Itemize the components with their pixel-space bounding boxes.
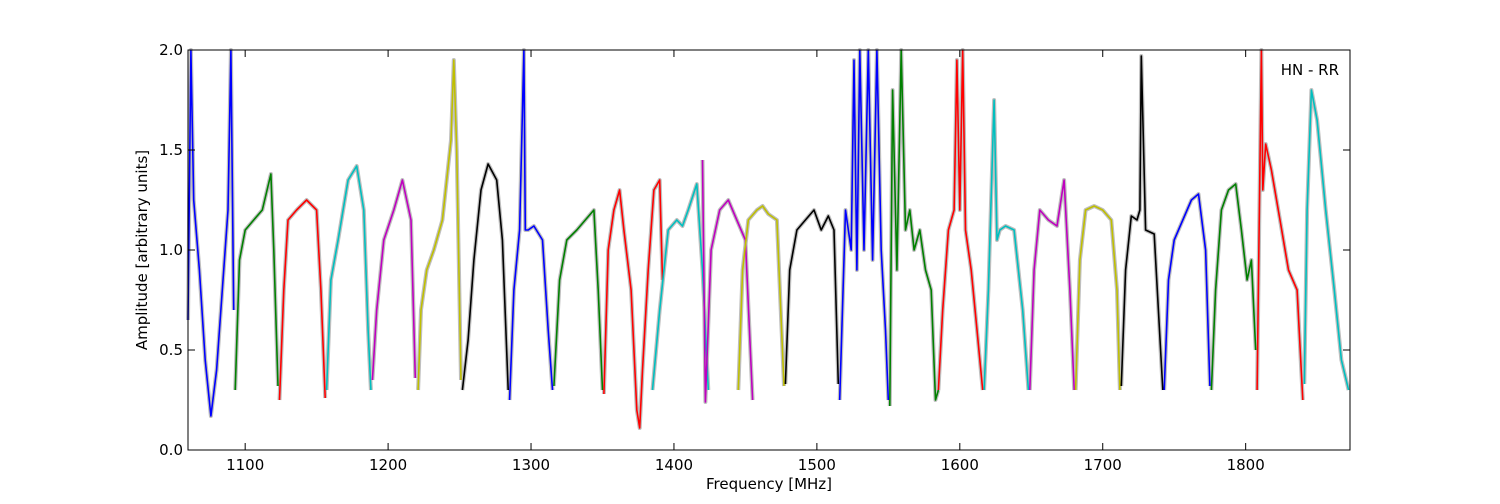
series-line-5 xyxy=(371,179,417,381)
x-tick-label: 1200 xyxy=(369,456,407,474)
series-line-2 xyxy=(234,173,279,391)
series-line-22 xyxy=(1163,193,1211,391)
series-line-7 xyxy=(461,163,509,391)
series-line-25 xyxy=(1303,89,1350,391)
series-line-24 xyxy=(1256,49,1304,401)
y-tick-label: 0.0 xyxy=(159,441,183,459)
series-layer xyxy=(187,49,1350,429)
series-line-23 xyxy=(1210,183,1257,391)
series-line-12 xyxy=(701,159,754,403)
series-line-17 xyxy=(937,49,984,391)
series-line-16 xyxy=(889,49,940,407)
x-tick-label: 1600 xyxy=(941,456,979,474)
x-tick-label: 1300 xyxy=(512,456,550,474)
series-line-11 xyxy=(651,183,710,391)
series-line-3 xyxy=(278,199,326,401)
series-line-20 xyxy=(1074,205,1121,391)
series-line-15 xyxy=(838,49,890,401)
series-line-18 xyxy=(983,99,1030,391)
y-tick-label: 1.0 xyxy=(159,241,183,259)
series-line-21 xyxy=(1120,55,1164,391)
series-line-9 xyxy=(553,209,604,391)
series-line-10 xyxy=(603,179,664,429)
x-tick-label: 1800 xyxy=(1227,456,1265,474)
series-line-6 xyxy=(417,59,462,391)
tick-layer: 1100 1200 1300 1400 1500 1600 1700 1800 0.0 0.5 1.… xyxy=(159,41,1350,474)
chart-annotation: HN - RR xyxy=(1281,61,1339,79)
x-tick-label: 1100 xyxy=(226,456,264,474)
y-tick-label: 0.5 xyxy=(159,341,183,359)
y-tick-label: 1.5 xyxy=(159,141,183,159)
series-line-8 xyxy=(508,49,554,401)
x-tick-label: 1400 xyxy=(655,456,693,474)
x-tick-label: 1700 xyxy=(1084,456,1122,474)
x-tick-label: 1500 xyxy=(798,456,836,474)
series-line-4 xyxy=(325,165,372,391)
series-line-13 xyxy=(737,205,785,391)
series-line-14 xyxy=(784,209,840,385)
y-axis-label: Amplitude [arbitrary units] xyxy=(133,150,151,350)
series-line-19 xyxy=(1029,179,1075,391)
y-tick-label: 2.0 xyxy=(159,41,183,59)
x-axis-label: Frequency [MHz] xyxy=(706,475,832,493)
